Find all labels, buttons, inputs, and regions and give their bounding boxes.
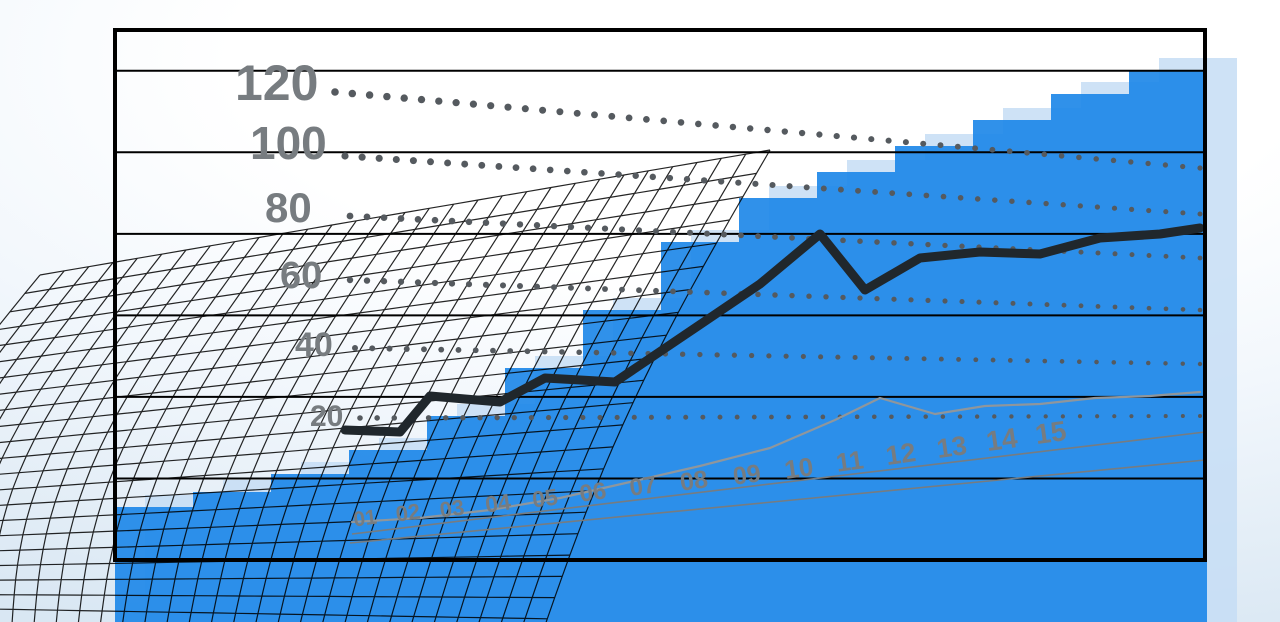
x-axis-label-13: 13: [935, 430, 969, 464]
y-axis-label-60: 60: [280, 255, 322, 297]
x-axis-label-15: 15: [1033, 415, 1068, 450]
x-axis-label-11: 11: [834, 444, 865, 478]
x-axis-label-12: 12: [884, 437, 918, 471]
x-axis-label-07: 07: [628, 471, 658, 501]
x-axis-label-04: 04: [483, 488, 512, 517]
y-axis-label-120: 120: [235, 55, 318, 111]
y-axis-label-40: 40: [295, 326, 333, 364]
x-axis-label-09: 09: [731, 459, 762, 491]
x-axis-label-02: 02: [394, 498, 422, 526]
y-axis-label-20: 20: [310, 400, 343, 433]
x-axis-label-08: 08: [678, 465, 710, 497]
x-axis-label-05: 05: [530, 483, 559, 512]
y-axis-label-80: 80: [265, 184, 312, 231]
x-axis-label-03: 03: [438, 494, 466, 522]
x-axis-label-01: 01: [352, 506, 379, 532]
x-axis-label-10: 10: [782, 451, 815, 485]
y-axis-label-100: 100: [250, 117, 327, 169]
x-axis-label-06: 06: [578, 477, 608, 507]
composite-chart: 20 40 60 80 100 120 01 02 03 04 05 06 07 08 09 10 11 12 1…: [0, 0, 1280, 622]
x-axis-label-14: 14: [984, 422, 1020, 457]
